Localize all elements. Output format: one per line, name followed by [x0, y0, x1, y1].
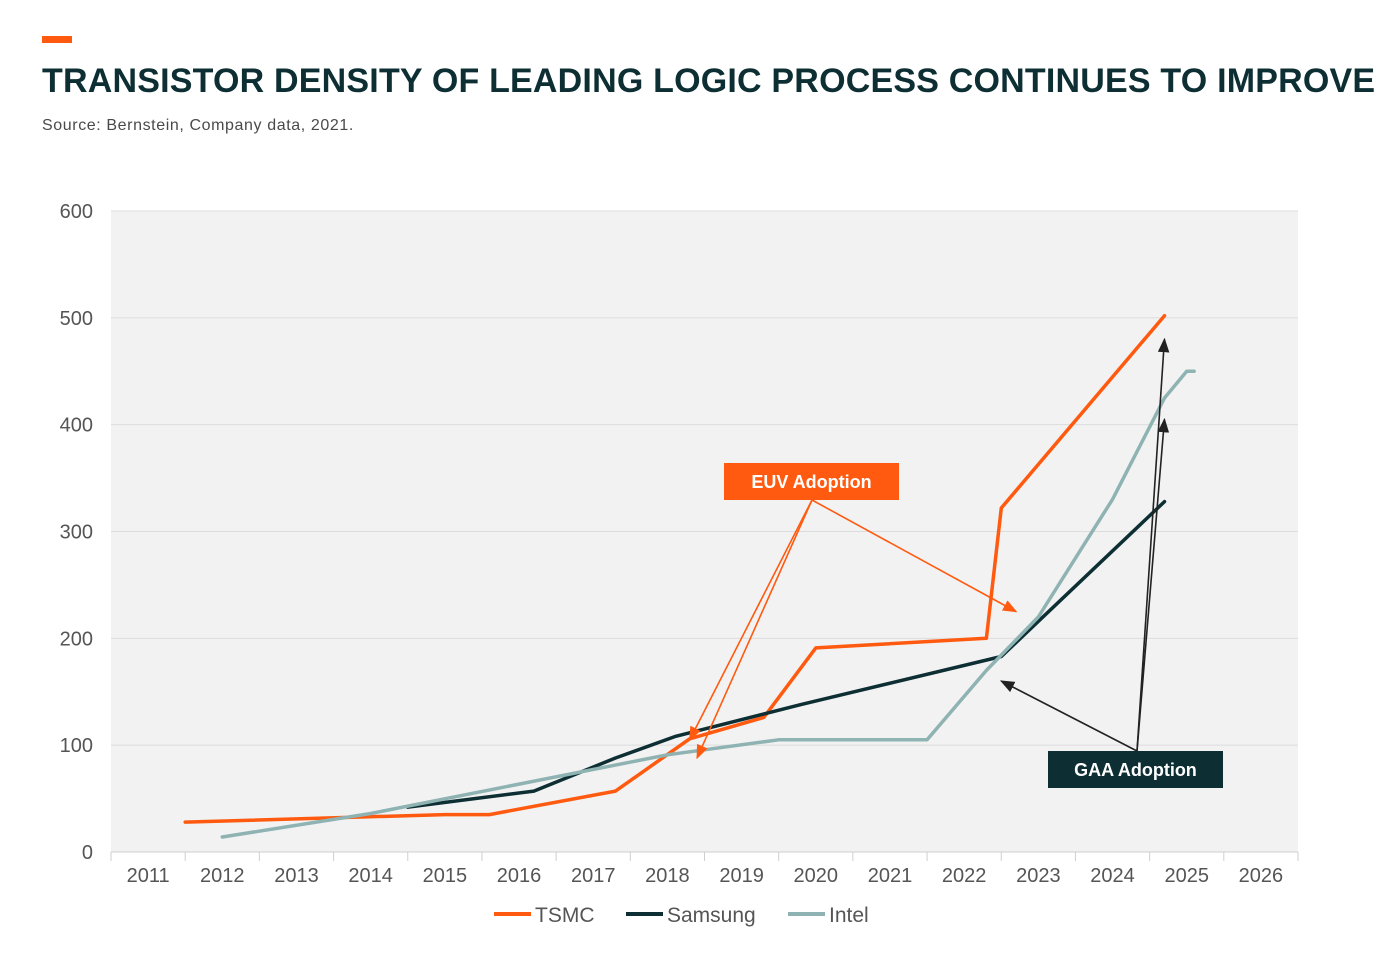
y-tick-label: 600 [60, 201, 93, 223]
x-tick-label: 2018 [645, 865, 690, 887]
series-line-tsmc [183, 313, 1167, 824]
chart-title: TRANSISTOR DENSITY OF LEADING LOGIC PROC… [42, 62, 1376, 100]
series-lines [183, 313, 1196, 839]
y-tick-label: 0 [82, 842, 93, 864]
annotation-arrow [999, 680, 1138, 752]
y-tick-label: 300 [60, 522, 93, 544]
x-tick-label: 2022 [942, 865, 987, 887]
x-tick-label: 2014 [348, 865, 393, 887]
annotation-arrow [1136, 417, 1170, 752]
accent-bar [42, 36, 72, 43]
annotation-arrow [1136, 337, 1170, 752]
x-tick-label: 2013 [274, 865, 319, 887]
legend-label-samsung: Samsung [667, 904, 756, 927]
series-line-intel [220, 369, 1196, 839]
x-tick-label: 2015 [423, 865, 468, 887]
y-tick-label: 100 [60, 735, 93, 757]
legend-label-intel: Intel [829, 904, 869, 927]
x-tick-label: 2011 [127, 865, 170, 887]
legend-label-tsmc: TSMC [535, 904, 595, 927]
y-tick-label: 500 [60, 308, 93, 330]
x-tick-label: 2019 [719, 865, 764, 887]
x-tick-label: 2017 [571, 865, 616, 887]
annotation-box-gaa-adoption [1048, 751, 1223, 788]
source-note: Source: Bernstein, Company data, 2021. [42, 117, 354, 134]
annotation-arrow [688, 499, 813, 742]
x-tick-label: 2026 [1239, 865, 1284, 887]
annotation-arrow [696, 499, 813, 760]
x-axis: 2011 2012 2013 2014 2015 2016 2017 2018 2019 2020… [110, 851, 1299, 887]
legend: TSMC Samsung Intel [494, 904, 869, 927]
x-tick-label: 2023 [1016, 865, 1061, 887]
annotation-box-euv-adoption [724, 463, 899, 500]
x-tick-label: 2016 [497, 865, 542, 887]
annotation-label-euv-adoption: EUV Adoption [751, 472, 871, 492]
annotation-label-gaa-adoption: GAA Adoption [1074, 760, 1197, 780]
annotation-arrow [811, 499, 1018, 613]
annotations: EUV Adoption GAA Adoption [688, 337, 1223, 788]
x-tick-label: 2024 [1090, 865, 1135, 887]
x-tick-label: 2025 [1164, 865, 1209, 887]
y-tick-label: 400 [60, 415, 93, 437]
x-tick-label: 2020 [794, 865, 839, 887]
x-tick-label: 2021 [868, 865, 913, 887]
x-tick-label: 2012 [200, 865, 245, 887]
y-tick-label: 200 [60, 628, 93, 650]
y-axis-ticks: 0 100 200 300 400 500 600 [60, 201, 93, 864]
